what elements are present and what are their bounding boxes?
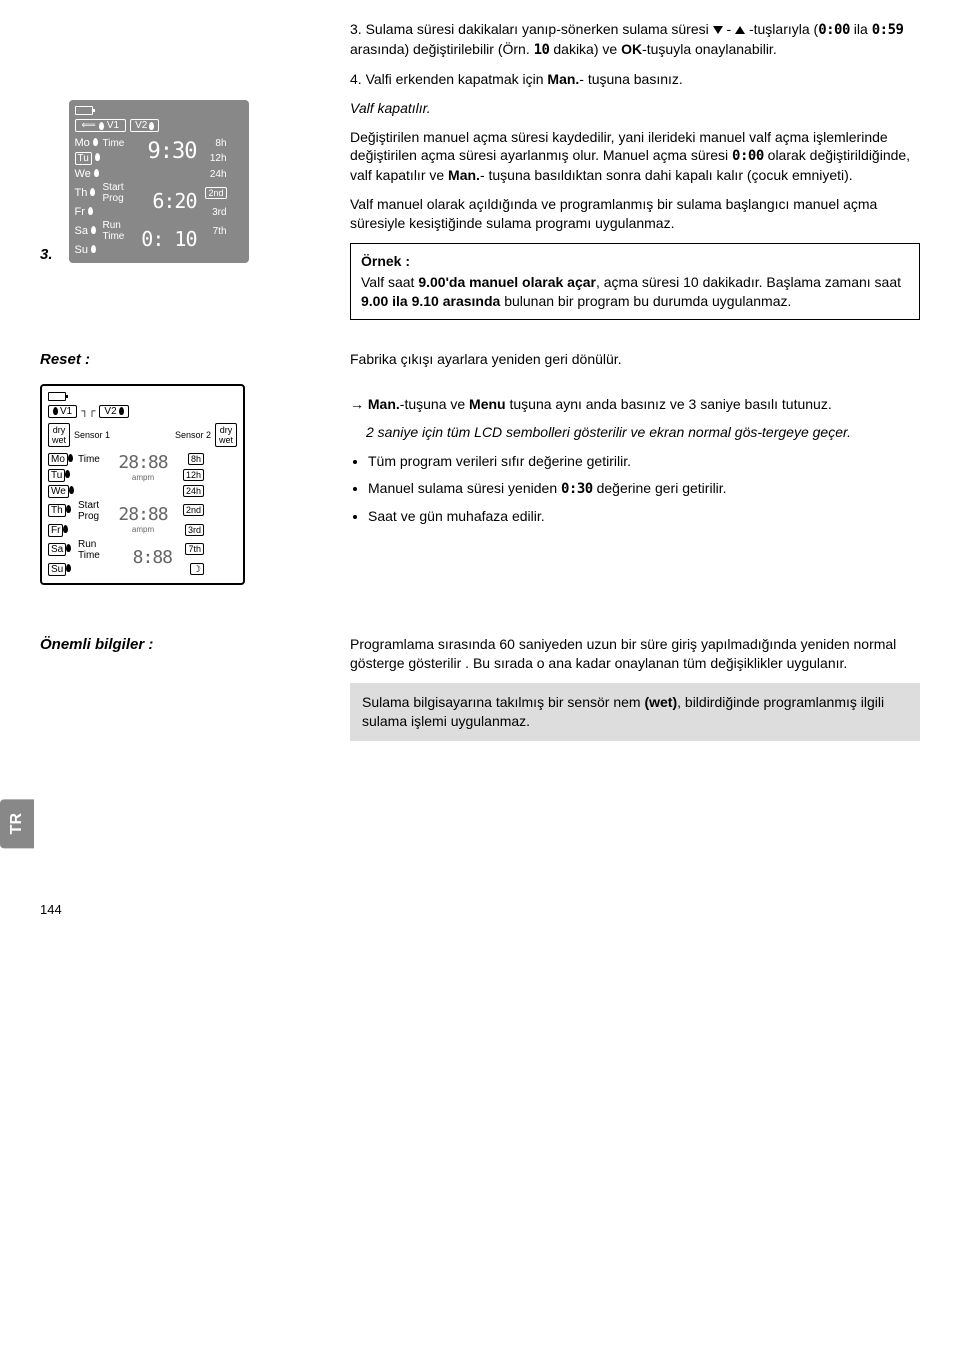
para-step3: 3. Sulama süresi dakikaları yanıp-sönerk… <box>350 20 920 60</box>
bullet-3: Saat ve gün muhafaza edilir. <box>368 507 920 526</box>
day-mo: Mo <box>75 136 103 150</box>
opt-8h: 8h <box>197 138 227 149</box>
lcd-diagram-1: ⟸ V1 V2 Mo Time 9:30 8h Tu 12h We 24h Th… <box>69 100 249 263</box>
opt-7th: 7th <box>197 226 227 237</box>
lcd-top-row <box>75 106 243 115</box>
opt2-3rd: 3rd <box>172 525 204 536</box>
sensor2-drywet: drywet <box>215 423 237 447</box>
day-fr: Fr <box>75 205 103 219</box>
opt2-2nd: 2nd <box>172 505 204 516</box>
page-number: 144 <box>40 901 920 919</box>
reset-row: Reset : V1 ┐┌ V2 drywet Sensor 1 Sensor … <box>40 350 920 585</box>
run-label-2: RunTime <box>78 539 114 561</box>
up-triangle-icon <box>735 26 745 34</box>
reset-lcd-note: 2 saniye için tüm LCD sembolleri gösteri… <box>366 423 920 442</box>
opt-2nd: 2nd <box>197 188 227 199</box>
start-value: 6:20 <box>139 189 197 213</box>
para-step4: 4. Valfi erkenden kapatmak için Man.- tu… <box>350 70 920 89</box>
important-left: Önemli bilgiler : <box>40 635 340 665</box>
lcd2-grid: Mo Time 28:88ampm 8h Tu 12h We 24h Th St… <box>48 452 237 577</box>
ampm-2: ampm <box>114 525 172 534</box>
day2-we: We <box>48 484 78 499</box>
example-text: Valf saat 9.00'da manuel olarak açar, aç… <box>361 273 909 311</box>
day-th: Th <box>75 186 103 200</box>
battery-icon-2 <box>48 392 66 401</box>
down-triangle-icon <box>713 26 723 34</box>
para-valve-closed: Valf kapatılır. <box>350 99 920 118</box>
battery-icon <box>75 106 93 115</box>
section-3-row: 3. ⟸ V1 V2 Mo Time 9:30 8h Tu 12h We <box>40 20 920 320</box>
back-arrow-tab: ⟸ V1 <box>75 119 127 132</box>
reset-heading: Reset : <box>40 350 340 370</box>
lcd2-sensor-labels: drywet Sensor 1 Sensor 2 drywet <box>48 423 237 447</box>
important-row: Önemli bilgiler : Programlama sırasında … <box>40 635 920 741</box>
bullet-1: Tüm program verileri sıfır değerine geti… <box>368 452 920 471</box>
important-p2: Sulama bilgisayarına takılmış bir sensör… <box>362 693 908 731</box>
run-value-2: 8:88 <box>114 547 172 568</box>
time-value-2: 28:88 <box>118 452 167 473</box>
start-value-2: 28:88 <box>118 504 167 525</box>
start-label-2: StartProg <box>78 500 114 522</box>
example-box: Örnek : Valf saat 9.00'da manuel olarak … <box>350 243 920 320</box>
step-number-3: 3. <box>40 246 53 263</box>
day2-su: Su <box>48 562 78 577</box>
time-label-2: Time <box>78 454 114 465</box>
opt2-8h: 8h <box>172 454 204 465</box>
day2-tu: Tu <box>48 468 78 483</box>
day2-th: Th <box>48 503 78 518</box>
reset-bullets: Tüm program verileri sıfır değerine geti… <box>368 452 920 526</box>
lcd-grid: Mo Time 9:30 8h Tu 12h We 24h Th StartPr… <box>75 136 243 257</box>
important-heading: Önemli bilgiler : <box>40 635 340 655</box>
reset-press: Man.-tuşuna ve Menu tuşuna aynı anda bas… <box>350 395 920 414</box>
lcd2-battery-row <box>48 392 237 401</box>
lcd-v-row: ⟸ V1 V2 <box>75 119 243 132</box>
para-manual-conflict: Valf manuel olarak açıldığında ve progra… <box>350 195 920 233</box>
sensor2-label: Sensor 2 <box>175 430 211 440</box>
arrow-right-icon <box>350 395 364 414</box>
day2-sa: Sa <box>48 542 78 557</box>
opt-24h: 24h <box>197 169 227 180</box>
opt-3rd: 3rd <box>197 207 227 218</box>
time-label: Time <box>103 138 139 149</box>
sensor1-label: Sensor 1 <box>74 430 110 440</box>
opt2-moon: ☽ <box>172 564 204 575</box>
opt2-12h: 12h <box>172 470 204 481</box>
day2-mo: Mo <box>48 452 78 467</box>
example-title: Örnek : <box>361 253 410 269</box>
language-tab: TR <box>0 799 34 848</box>
opt-12h: 12h <box>197 153 227 164</box>
v2-box: V2 <box>130 119 159 132</box>
v2-label: V2 <box>135 120 147 131</box>
opt2-24h: 24h <box>172 486 204 497</box>
reset-left: Reset : V1 ┐┌ V2 drywet Sensor 1 Sensor … <box>40 350 340 585</box>
day-tu: Tu <box>75 151 103 166</box>
bullet-2: Manuel sulama süresi yeniden 0:30 değeri… <box>368 479 920 499</box>
important-text: Programlama sırasında 60 saniyeden uzun … <box>340 635 920 741</box>
day-su: Su <box>75 243 103 257</box>
section-3-left: 3. ⟸ V1 V2 Mo Time 9:30 8h Tu 12h We <box>40 20 340 263</box>
lcd-diagram-reset: V1 ┐┌ V2 drywet Sensor 1 Sensor 2 drywet… <box>40 384 245 585</box>
day-we: We <box>75 167 103 181</box>
time-value: 9:30 <box>139 139 197 164</box>
start-label: StartProg <box>103 182 139 204</box>
run-label: RunTime <box>103 220 139 242</box>
ampm-1: ampm <box>114 473 172 482</box>
day-sa: Sa <box>75 224 103 238</box>
v1-box-2: V1 <box>48 405 77 418</box>
important-p1: Programlama sırasında 60 saniyeden uzun … <box>350 635 920 673</box>
important-grey-block: Sulama bilgisayarına takılmış bir sensör… <box>350 683 920 741</box>
opt2-7th: 7th <box>172 544 204 555</box>
section-3-text: 3. Sulama süresi dakikaları yanıp-sönerk… <box>340 20 920 320</box>
reset-intro: Fabrika çıkışı ayarlara yeniden geri dön… <box>350 350 920 369</box>
v1-label: V1 <box>107 120 119 131</box>
v2-box-2: V2 <box>99 405 128 418</box>
lcd2-sensor-row: V1 ┐┌ V2 <box>48 405 237 418</box>
reset-text: Fabrika çıkışı ayarlara yeniden geri dön… <box>340 350 920 534</box>
para-manual-save: Değiştirilen manuel açma süresi kaydedil… <box>350 128 920 186</box>
sensor1-drywet: drywet <box>48 423 70 447</box>
day2-fr: Fr <box>48 523 78 538</box>
run-value: 0: 10 <box>139 227 197 251</box>
